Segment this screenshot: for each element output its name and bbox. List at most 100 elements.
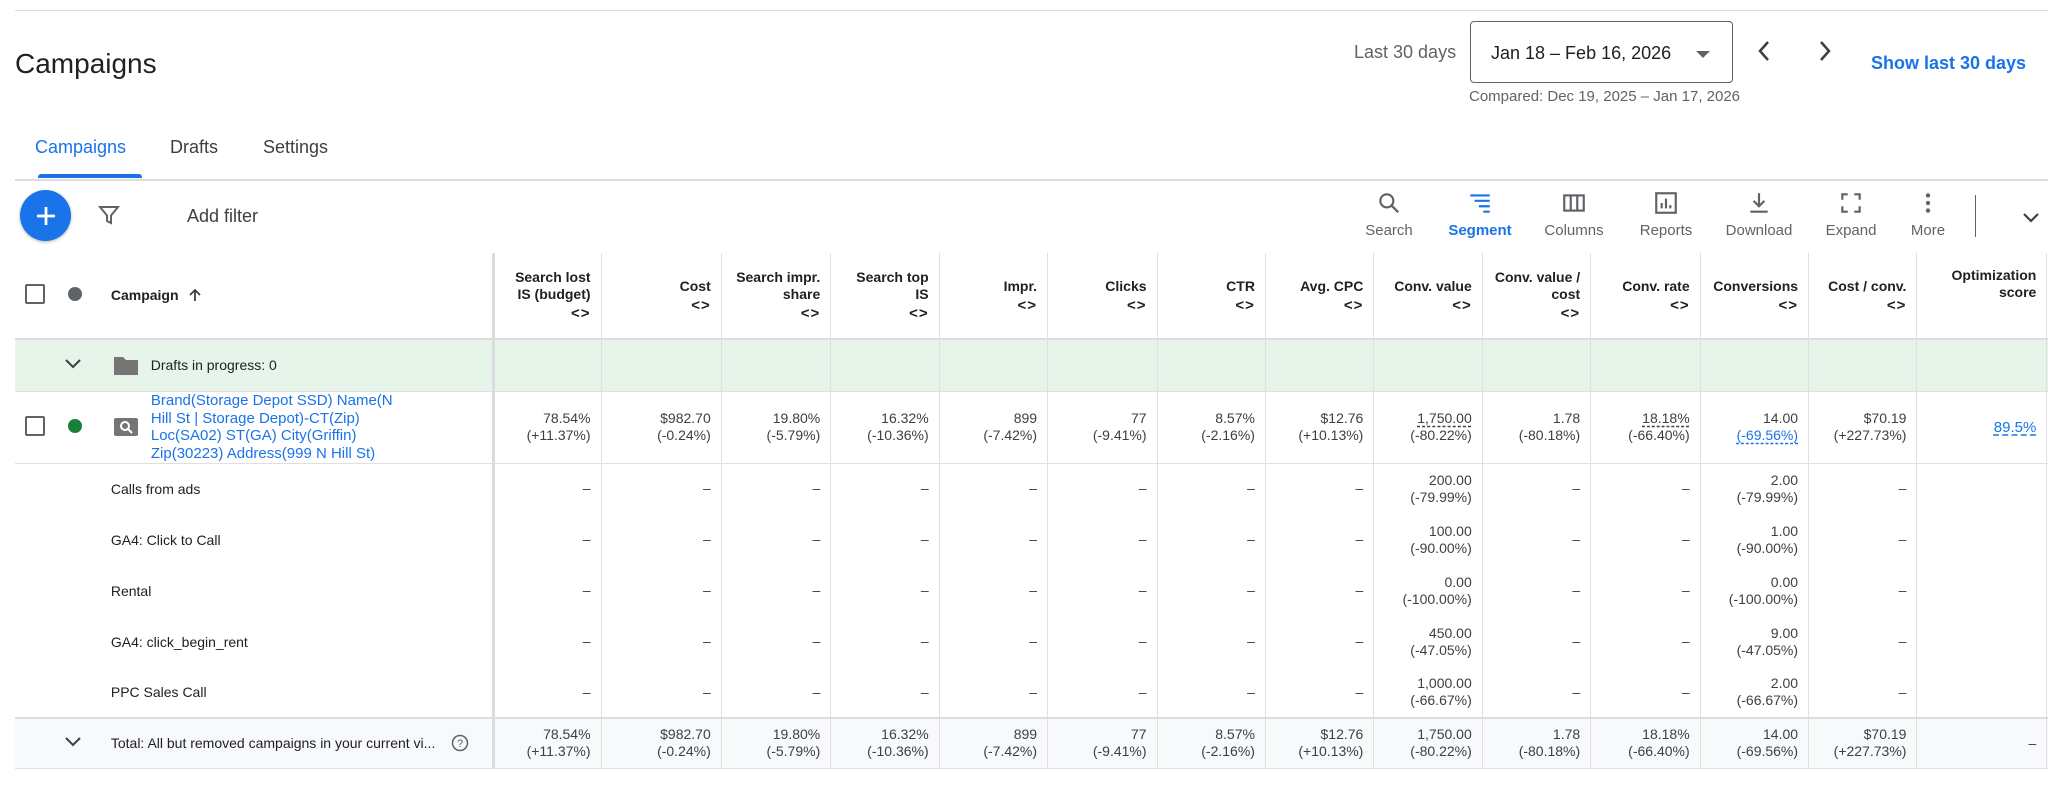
metric-change: (-80.18%) <box>1518 743 1581 760</box>
collapse-toolbar-button[interactable] <box>2021 211 2041 230</box>
metric-dash: – <box>720 667 831 719</box>
metric-dash: – <box>1264 565 1374 616</box>
segment-button[interactable]: Segment <box>1435 190 1525 239</box>
previous-period-button[interactable] <box>1747 34 1781 68</box>
expand-drafts-cell <box>15 339 101 392</box>
metric-value: 14.00 <box>1763 410 1799 426</box>
filter-button[interactable] <box>97 203 121 232</box>
more-button[interactable]: More <box>1883 190 1973 239</box>
col-header[interactable]: Clicks <> <box>1047 253 1158 340</box>
col-header[interactable]: Cost <> <box>600 253 722 340</box>
date-range-picker[interactable]: Jan 18 – Feb 16, 2026 <box>1470 21 1733 83</box>
metric-change: (-90.00%) <box>1410 539 1472 556</box>
col-header[interactable]: Optimization score <box>1916 253 2047 340</box>
status-dot-icon[interactable] <box>67 286 82 301</box>
expand-button[interactable]: Expand <box>1806 190 1896 239</box>
empty-cell <box>1156 339 1266 392</box>
col-header[interactable]: Conversions <> <box>1699 253 1809 340</box>
empty-cell <box>2046 463 2048 514</box>
status-header-cell <box>53 253 101 340</box>
col-header[interactable]: Impr. <> <box>938 253 1048 340</box>
metric-cell: $12.76 (+10.13%) <box>1264 717 1374 769</box>
empty-cell <box>1699 339 1809 392</box>
metric-dash: – <box>1590 463 1701 514</box>
metric-cell: 8.57% (-2.16%) <box>1156 717 1266 769</box>
metric-dash: – <box>1264 616 1374 667</box>
select-all-checkbox[interactable] <box>25 283 45 304</box>
segment-button-label: Segment <box>1448 222 1512 239</box>
metric-dash: – <box>1156 565 1266 616</box>
total-label: Total: All but removed campaigns in your… <box>110 735 436 752</box>
metric-dash: – <box>1047 616 1158 667</box>
metric-cell: 1.78 (-80.18%) <box>1481 391 1591 464</box>
col-header[interactable]: Search impr. share <> <box>720 253 831 340</box>
metric-value: 0.00 <box>1770 573 1799 590</box>
empty-cell <box>2046 616 2048 667</box>
col-header[interactable]: Search top IS <> <box>830 253 940 340</box>
metric-value: 18.18% <box>1642 726 1690 743</box>
metric-dash: – <box>1808 667 1917 719</box>
metric-dash: – <box>1481 565 1591 616</box>
metric-cell: 16.32% (-10.36%) <box>830 391 940 464</box>
chevron-down-icon[interactable] <box>63 357 83 371</box>
enabled-status-dot-icon[interactable] <box>67 418 82 433</box>
metric-cell: 200.00 (-79.99%) <box>1373 463 1483 514</box>
dropdown-arrow-icon <box>1696 51 1710 58</box>
col-header[interactable]: Search lost IS (budget) <> <box>492 253 602 340</box>
drafts-row[interactable]: Drafts in progress: 0 <box>15 339 2048 392</box>
metric-value: 19.80% <box>772 410 821 426</box>
metric-dash: – <box>830 616 940 667</box>
more-vert-icon <box>1925 193 1931 213</box>
metric-change: (-47.05%) <box>1410 641 1472 658</box>
col-header[interactable]: Conv. value <> <box>1373 253 1483 340</box>
metric-value[interactable]: 18.18% <box>1642 410 1690 426</box>
metric-cell: 78.54% (+11.37%) <box>492 717 602 769</box>
metric-dash: – <box>1481 616 1591 667</box>
metric-value: 16.32% <box>881 410 929 426</box>
optimization-score-link[interactable]: 89.5% <box>1993 418 2037 436</box>
campaign-name-link[interactable]: Brand(Storage Depot SSD) Name(N Hill St … <box>151 392 393 462</box>
add-filter-input[interactable]: Add filter <box>187 206 259 226</box>
download-button[interactable]: Download <box>1714 190 1804 239</box>
metric-value: 78.54% <box>543 410 591 426</box>
empty-cell <box>492 339 602 392</box>
tab-drafts[interactable]: Drafts <box>170 137 219 157</box>
search-button[interactable]: Search <box>1344 190 1434 239</box>
tab-settings[interactable]: Settings <box>263 137 329 157</box>
metric-dash: – <box>830 463 940 514</box>
show-last-30-days-link[interactable]: Show last 30 days <box>1871 53 2027 73</box>
empty-cell <box>1264 339 1374 392</box>
col-header[interactable]: Avg. CPC <> <box>1264 253 1374 340</box>
metric-change: (+227.73%) <box>1833 427 1907 443</box>
col-header[interactable]: CTR <> <box>1156 253 1266 340</box>
col-header[interactable]: Cost / conv. <> <box>1808 253 1917 340</box>
chevron-left-icon <box>1758 41 1769 61</box>
metric-change: (-10.36%) <box>867 427 929 443</box>
conversion-action-name: GA4: click_begin_rent <box>110 633 248 650</box>
metric-dash: – <box>1481 514 1591 565</box>
metric-dash: – <box>720 565 831 616</box>
metric-change: (-80.18%) <box>1518 427 1581 443</box>
metric-change[interactable]: (-69.56%) <box>1736 427 1799 443</box>
metric-change: (-80.22%) <box>1410 743 1472 760</box>
col-header[interactable]: Conv. rate <> <box>1590 253 1701 340</box>
conversion-action-name: Calls from ads <box>110 480 201 497</box>
add-campaign-button[interactable] <box>20 190 71 241</box>
metric-value: 16.32% <box>881 726 929 743</box>
reports-button[interactable]: Reports <box>1621 190 1711 239</box>
chevron-down-icon[interactable] <box>63 735 83 749</box>
tab-campaigns[interactable]: Campaigns <box>35 137 127 157</box>
metric-dash: – <box>1590 565 1701 616</box>
metric-change: (+11.37%) <box>526 743 591 760</box>
metric-cell: 100.00 (-90.00%) <box>1373 514 1483 565</box>
columns-button[interactable]: Columns <box>1529 190 1619 239</box>
next-period-button[interactable] <box>1808 34 1842 68</box>
metric-value[interactable]: 1,750.00 <box>1417 410 1472 426</box>
metric-cell: 2.00 (-66.67%) <box>1699 667 1809 719</box>
col-header[interactable]: Conv. value / cost <> <box>1481 253 1591 340</box>
campaign-row[interactable]: Brand(Storage Depot SSD) Name(N Hill St … <box>15 391 2048 464</box>
conversion-action-row: Calls from ads – – – – – – – – 200.00 (-79.99%)… <box>15 463 2048 514</box>
campaign-header[interactable]: Campaign <box>100 253 494 340</box>
row-checkbox[interactable] <box>25 415 45 436</box>
help-icon[interactable]: ? <box>451 734 469 752</box>
